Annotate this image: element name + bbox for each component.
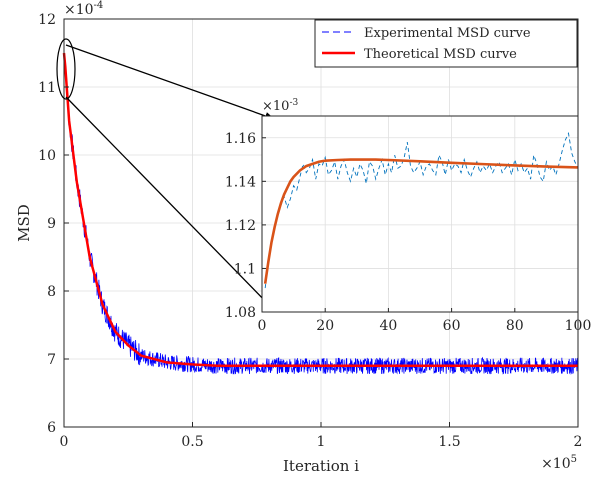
x-axis-label: Iteration i (283, 457, 359, 475)
x-tick-label: 1.5 (438, 434, 460, 450)
inset-plot-frame (261, 115, 579, 313)
y-tick-label: 10 (38, 148, 56, 164)
inset-x-tick-label: 20 (316, 318, 334, 334)
zoom-arrow-lower (65, 96, 273, 309)
zoom-ellipse (56, 38, 76, 100)
legend-box (314, 19, 578, 68)
inset-y-tick-label: 1.12 (225, 218, 256, 234)
inset-chart: 0 20 40 60 80 100 1.08 1.1 1.12 1.14 1.16 ×10-3 (225, 98, 592, 334)
inset-y-tick-label: 1.14 (225, 174, 256, 190)
x-tick-label: 2 (574, 434, 583, 450)
inset-series-layer (263, 131, 579, 289)
x-tick-label: 0.5 (181, 434, 203, 450)
inset-y-tick-label: 1.16 (225, 131, 256, 147)
inset-y-multiplier-label: ×10-3 (262, 98, 298, 114)
main-ticks: 0 0.5 1 1.5 2 6 7 8 9 10 11 12 (38, 12, 582, 450)
legend: Experimental MSD curve Theoretical MSD c… (314, 19, 578, 68)
legend-label-experimental: Experimental MSD curve (364, 26, 531, 41)
inset-x-tick-label: 60 (443, 318, 461, 334)
x-tick-label: 1 (317, 434, 326, 450)
inset-series-experimental-line (264, 131, 579, 289)
series-theoretical-line (62, 52, 578, 368)
y-tick-label: 8 (47, 284, 56, 300)
inset-x-tick-label: 40 (379, 318, 397, 334)
inset-grid (261, 116, 579, 313)
inset-x-tick-label: 100 (565, 318, 592, 334)
y-tick-label: 11 (38, 80, 56, 96)
inset-ticks: 0 20 40 60 80 100 1.08 1.1 1.12 1.14 1.16 (225, 131, 592, 334)
inset-series-theoretical-line (263, 158, 579, 284)
y-axis-label: MSD (15, 204, 33, 242)
y-tick-label: 9 (47, 216, 56, 232)
y-tick-label: 12 (38, 12, 56, 28)
main-series-layer (62, 52, 579, 375)
legend-label-theoretical: Theoretical MSD curve (364, 47, 517, 62)
y-tick-label: 6 (47, 420, 56, 436)
y-tick-label: 7 (47, 352, 56, 368)
inset-background (262, 116, 578, 312)
inset-x-tick-label: 80 (506, 318, 524, 334)
zoom-arrow-upper (65, 44, 275, 120)
y-multiplier-label: ×10-4 (64, 0, 103, 18)
x-tick-label: 0 (60, 434, 69, 450)
inset-x-tick-label: 0 (258, 318, 267, 334)
x-multiplier-label: ×105 (541, 454, 577, 472)
inset-y-tick-label: 1.08 (225, 305, 256, 321)
inset-y-tick-label: 1.1 (234, 261, 256, 277)
